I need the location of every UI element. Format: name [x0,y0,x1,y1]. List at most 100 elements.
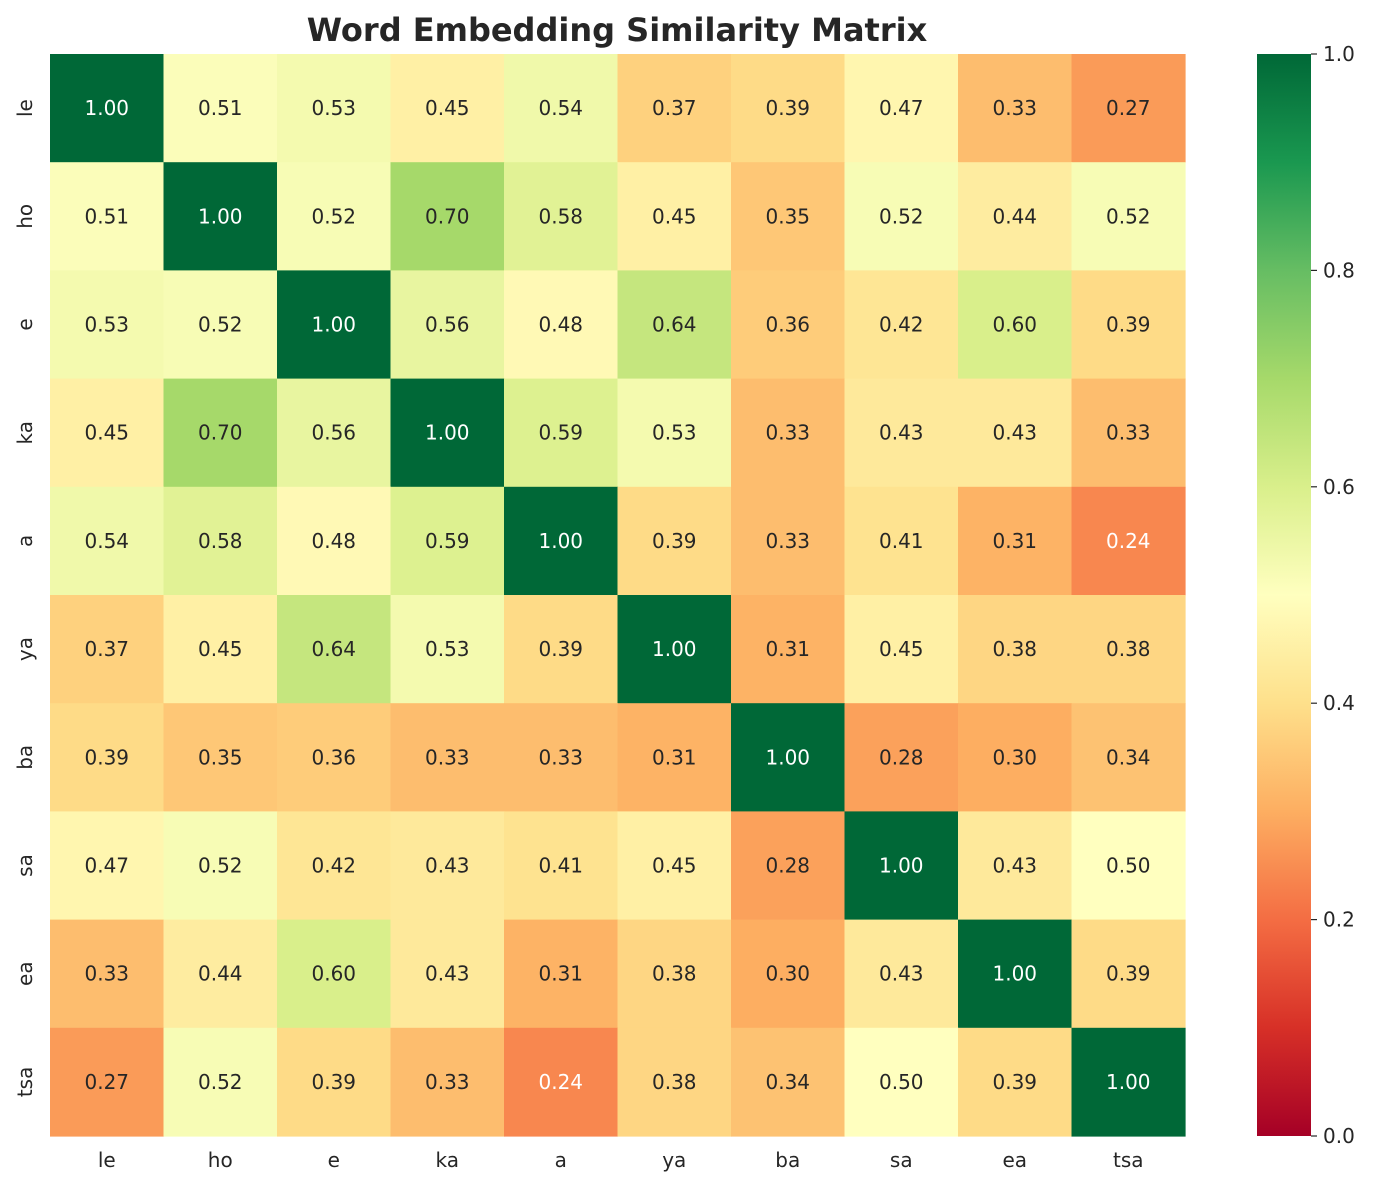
cell-value-label-tsa-tsa: 1.00 [1106,1070,1151,1094]
cell-value-label-ea-e: 0.60 [311,962,356,986]
cell-value-label-ho-ka: 0.70 [425,204,470,228]
heatmap-cell-tsa-a [504,1027,619,1137]
heatmap-cell-le-le [50,54,165,163]
heatmap-cell-ho-tsa [1071,162,1186,271]
heatmap-cell-ya-le [50,595,165,704]
cell-value-label-tsa-le: 0.27 [84,1070,129,1094]
heatmap-cell-ka-ka [390,378,505,488]
colorbar: 0.0 0.2 0.4 0.6 0.8 1.0 [1257,42,1355,1148]
heatmap-cell-ba-tsa [1071,703,1186,812]
cell-value-label-ba-sa: 0.28 [879,745,924,769]
cell-value-label-sa-ka: 0.43 [425,854,470,878]
cell-value-label-ya-ho: 0.45 [198,637,243,661]
cell-value-label-e-a: 0.48 [538,313,583,337]
cell-value-label-le-ya: 0.37 [652,96,697,120]
cell-value-label-sa-e: 0.42 [311,854,356,878]
y-tick-label-ka: ka [13,421,37,445]
cell-value-label-a-a: 1.00 [538,529,583,553]
cell-value-label-le-a: 0.54 [538,96,583,120]
heatmap-cell-ea-ea [958,919,1073,1029]
cell-value-label-sa-ea: 0.43 [992,854,1037,878]
heatmap-cell-ka-ea [958,378,1073,488]
cell-value-label-ho-ea: 0.44 [992,204,1037,228]
cell-value-label-ea-ea: 1.00 [992,962,1037,986]
cell-value-label-a-e: 0.48 [311,529,356,553]
heatmap-cell-ya-ya [617,595,732,704]
cell-value-label-ka-le: 0.45 [84,421,129,445]
heatmap-cell-ho-ka [390,162,505,271]
cell-value-label-ho-sa: 0.52 [879,204,924,228]
cell-value-label-ka-ka: 1.00 [425,421,470,445]
colorbar-tick-label-0.2: 0.2 [1323,908,1355,932]
heatmap-cell-ho-a [504,162,619,271]
heatmap-cell-a-ya [617,486,732,596]
cell-value-label-ka-tsa: 0.33 [1106,421,1151,445]
heatmap-cell-a-a [504,486,619,596]
heatmap-cell-tsa-ba [731,1027,846,1137]
cell-value-label-ea-ho: 0.44 [198,962,243,986]
heatmap-cell-sa-sa [844,811,959,921]
x-axis-tick-labels: le ho e ka a ya ba sa ea tsa [98,1148,1144,1172]
cell-value-label-sa-ho: 0.52 [198,854,243,878]
heatmap-cell-le-ho [163,54,278,163]
cell-value-label-e-sa: 0.42 [879,313,924,337]
cell-value-label-e-le: 0.53 [84,313,129,337]
heatmap-cell-sa-e [277,811,392,921]
heatmap-cell-a-tsa [1071,486,1186,596]
cell-value-label-sa-a: 0.41 [538,854,583,878]
cell-value-label-a-ka: 0.59 [425,529,470,553]
cell-value-label-e-tsa: 0.39 [1106,313,1151,337]
cell-value-label-ya-e: 0.64 [311,637,356,661]
heatmap-cell-ho-ba [731,162,846,271]
heatmap-cell-ba-ho [163,703,278,812]
cell-value-label-e-ya: 0.64 [652,313,697,337]
cell-value-label-le-ho: 0.51 [198,96,243,120]
cell-value-label-ho-a: 0.58 [538,204,583,228]
colorbar-gradient [1257,54,1311,1136]
cell-value-label-ya-ya: 1.00 [652,637,697,661]
cell-value-label-e-e: 1.00 [311,313,356,337]
heatmap-cell-ba-ea [958,703,1073,812]
y-tick-label-ya: ya [13,637,37,661]
cell-value-label-a-le: 0.54 [84,529,129,553]
cell-value-label-tsa-ya: 0.38 [652,1070,697,1094]
heatmap-cell-le-sa [844,54,959,163]
heatmap-cell-ea-ba [731,919,846,1029]
heatmap-cell-ea-sa [844,919,959,1029]
heatmap-cell-e-sa [844,270,959,380]
cell-value-label-ho-ya: 0.45 [652,204,697,228]
heatmap-cell-ya-e [277,595,392,704]
cell-value-label-ka-ba: 0.33 [765,421,810,445]
heatmap-cell-le-e [277,54,392,163]
heatmap-cell-e-ea [958,270,1073,380]
cell-value-label-ea-ka: 0.43 [425,962,470,986]
heatmap-cell-tsa-ea [958,1027,1073,1137]
cell-value-label-ho-tsa: 0.52 [1106,204,1151,228]
cell-value-label-a-ba: 0.33 [765,529,810,553]
heatmap-cells: 1.00 0.51 0.53 0.45 0.54 0.37 0.39 0.47 0.33 0.27… [50,54,1186,1137]
heatmap-cell-ea-ya [617,919,732,1029]
x-tick-label-ea: ea [1002,1148,1027,1172]
x-tick-label-ho: ho [208,1148,233,1172]
cell-value-label-ba-ba: 1.00 [765,745,810,769]
colorbar-tick-label-0.8: 0.8 [1323,258,1355,282]
heatmap-cell-sa-le [50,811,165,921]
y-tick-label-tsa: tsa [13,1067,37,1098]
heatmap-cell-ba-a [504,703,619,812]
cell-value-label-le-ba: 0.39 [765,96,810,120]
y-tick-label-a: a [13,535,37,547]
cell-value-label-tsa-ba: 0.34 [765,1070,810,1094]
cell-value-label-le-e: 0.53 [311,96,356,120]
cell-value-label-a-ya: 0.39 [652,529,697,553]
heatmap-cell-tsa-tsa [1071,1027,1186,1137]
cell-value-label-e-ka: 0.56 [425,313,470,337]
heatmap-cell-ya-ho [163,595,278,704]
cell-value-label-ho-ba: 0.35 [765,204,810,228]
cell-value-label-ba-a: 0.33 [538,745,583,769]
heatmap-cell-a-sa [844,486,959,596]
heatmap-cell-tsa-sa [844,1027,959,1137]
heatmap-cell-ya-ea [958,595,1073,704]
heatmap-cell-ho-sa [844,162,959,271]
cell-value-label-sa-ya: 0.45 [652,854,697,878]
